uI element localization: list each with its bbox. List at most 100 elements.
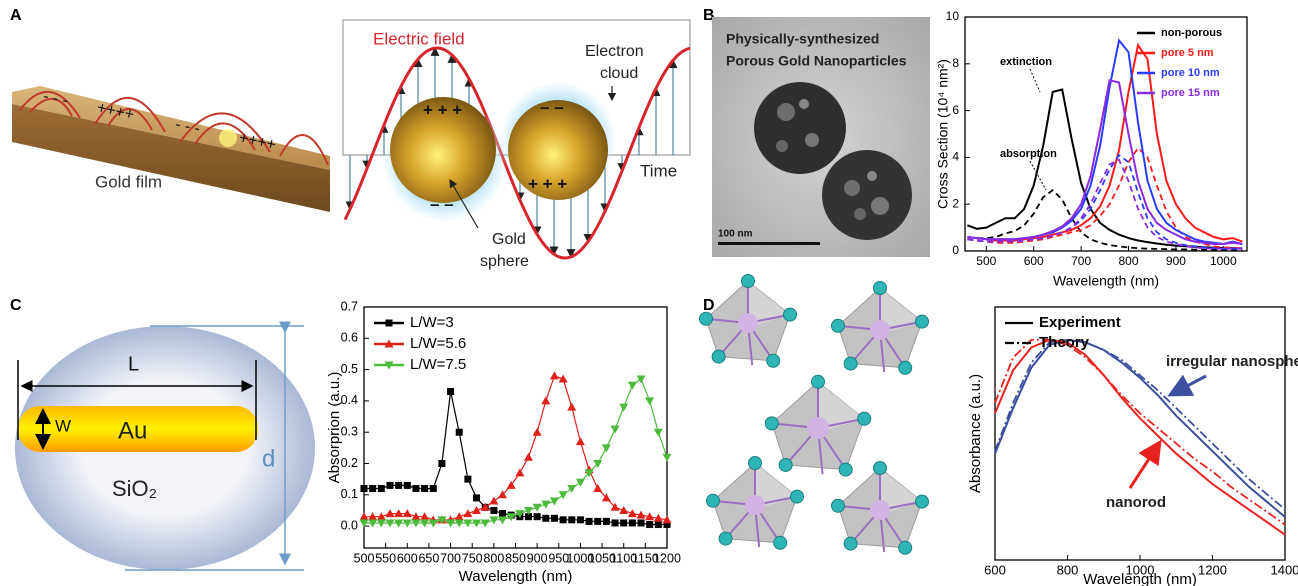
marker bbox=[421, 485, 428, 492]
marker bbox=[594, 518, 601, 525]
y-tick-label: 0.5 bbox=[341, 362, 358, 376]
annotation-pointer bbox=[1030, 69, 1040, 92]
marker bbox=[612, 519, 619, 526]
annotation: absorption bbox=[1000, 148, 1057, 160]
marker bbox=[663, 454, 672, 462]
annotation-arrow bbox=[1130, 442, 1160, 488]
marker bbox=[655, 521, 662, 528]
cation bbox=[807, 417, 829, 439]
x-tick-label: 900 bbox=[527, 551, 548, 565]
anion bbox=[719, 532, 732, 545]
anion bbox=[784, 308, 797, 321]
time-label: Time bbox=[640, 161, 677, 180]
charge-label: – – bbox=[430, 194, 454, 213]
marker bbox=[637, 375, 646, 383]
marker bbox=[654, 429, 663, 437]
gold-film-illustration: - - - ++++ - - - ++++ bbox=[12, 86, 330, 212]
marker bbox=[499, 510, 506, 517]
marker bbox=[542, 515, 549, 522]
series-annotation: nanorod bbox=[1106, 494, 1166, 511]
series-line bbox=[967, 80, 1242, 244]
x-tick-label: 800 bbox=[483, 551, 504, 565]
legend-label: pore 15 nm bbox=[1161, 87, 1220, 99]
marker bbox=[386, 482, 393, 489]
marker bbox=[386, 320, 393, 327]
y-tick-label: 0.7 bbox=[341, 299, 358, 313]
x-tick-label: 850 bbox=[505, 551, 526, 565]
marker bbox=[490, 507, 497, 514]
marker bbox=[646, 521, 653, 528]
x-axis-label: Wavelength (nm) bbox=[459, 568, 573, 585]
anion bbox=[707, 494, 720, 507]
core-label: Au bbox=[118, 417, 147, 444]
cation bbox=[870, 320, 890, 340]
x-tick-label: 550 bbox=[375, 551, 396, 565]
legend-label: L/W=3 bbox=[410, 314, 454, 331]
sphere-label: Gold bbox=[492, 231, 526, 248]
width-label: W bbox=[55, 416, 71, 435]
marker bbox=[534, 513, 541, 520]
anion bbox=[844, 357, 857, 370]
x-tick-label: 800 bbox=[1118, 254, 1138, 268]
panel-label: C bbox=[10, 297, 22, 314]
annotation-arrow bbox=[1170, 376, 1206, 395]
marker bbox=[369, 485, 376, 492]
marker bbox=[541, 501, 550, 509]
marker bbox=[395, 482, 402, 489]
marker bbox=[576, 437, 585, 445]
y-tick-label: 2 bbox=[952, 196, 959, 210]
y-tick-label: 0 bbox=[952, 243, 959, 257]
marker bbox=[473, 494, 480, 501]
anion bbox=[779, 458, 792, 471]
marker bbox=[593, 484, 602, 492]
marker bbox=[550, 371, 559, 379]
marker bbox=[515, 468, 524, 476]
field-label: Electric field bbox=[373, 29, 465, 48]
anion bbox=[916, 315, 929, 328]
x-tick-label: 1200 bbox=[1198, 562, 1227, 577]
y-tick-label: 6 bbox=[952, 103, 959, 117]
y-tick-label: 10 bbox=[946, 9, 960, 23]
anion bbox=[899, 361, 912, 374]
anion bbox=[844, 537, 857, 550]
x-tick-label: 900 bbox=[1166, 254, 1186, 268]
anion bbox=[832, 499, 845, 512]
diameter-label: d bbox=[262, 445, 275, 472]
legend-label: Experiment bbox=[1039, 314, 1121, 331]
y-axis-label: Absorprion (a.u.) bbox=[326, 372, 343, 484]
page: A B C D - - - ++++ - - - ++++ Gold film … bbox=[0, 0, 1298, 586]
marker bbox=[456, 429, 463, 436]
marker bbox=[619, 506, 628, 514]
x-tick-label: 1200 bbox=[653, 551, 681, 565]
x-tick-label: 750 bbox=[462, 551, 483, 565]
cation bbox=[745, 495, 765, 515]
anion bbox=[791, 490, 804, 503]
image-title: Physically-synthesized bbox=[726, 31, 879, 47]
anion bbox=[712, 350, 725, 363]
marker bbox=[560, 516, 567, 523]
legend-label: non-porous bbox=[1161, 27, 1222, 39]
marker bbox=[619, 404, 628, 412]
legend-label: Theory bbox=[1039, 334, 1090, 351]
marker bbox=[412, 485, 419, 492]
marker bbox=[551, 515, 558, 522]
series-line bbox=[364, 376, 667, 520]
series-annotation: irregular nanosphere bbox=[1166, 353, 1298, 370]
length-label: L bbox=[128, 353, 139, 375]
marker bbox=[489, 497, 498, 505]
marker bbox=[550, 498, 559, 506]
anion bbox=[700, 312, 713, 325]
x-tick-label: 700 bbox=[440, 551, 461, 565]
series-line bbox=[364, 379, 667, 523]
x-tick-label: 1000 bbox=[1210, 254, 1237, 268]
image-title: Porous Gold Nanoparticles bbox=[726, 53, 907, 69]
y-axis-label: Absorbance (a.u.) bbox=[967, 374, 984, 493]
marker bbox=[645, 397, 654, 405]
x-tick-label: 600 bbox=[984, 562, 1006, 577]
cation bbox=[738, 313, 758, 333]
x-tick-label: 500 bbox=[976, 254, 996, 268]
anion bbox=[812, 375, 825, 388]
scale-bar-label: 100 nm bbox=[718, 229, 753, 240]
y-tick-label: 8 bbox=[952, 56, 959, 70]
y-axis-label: Cross Section (10⁴ nm²) bbox=[935, 59, 951, 209]
